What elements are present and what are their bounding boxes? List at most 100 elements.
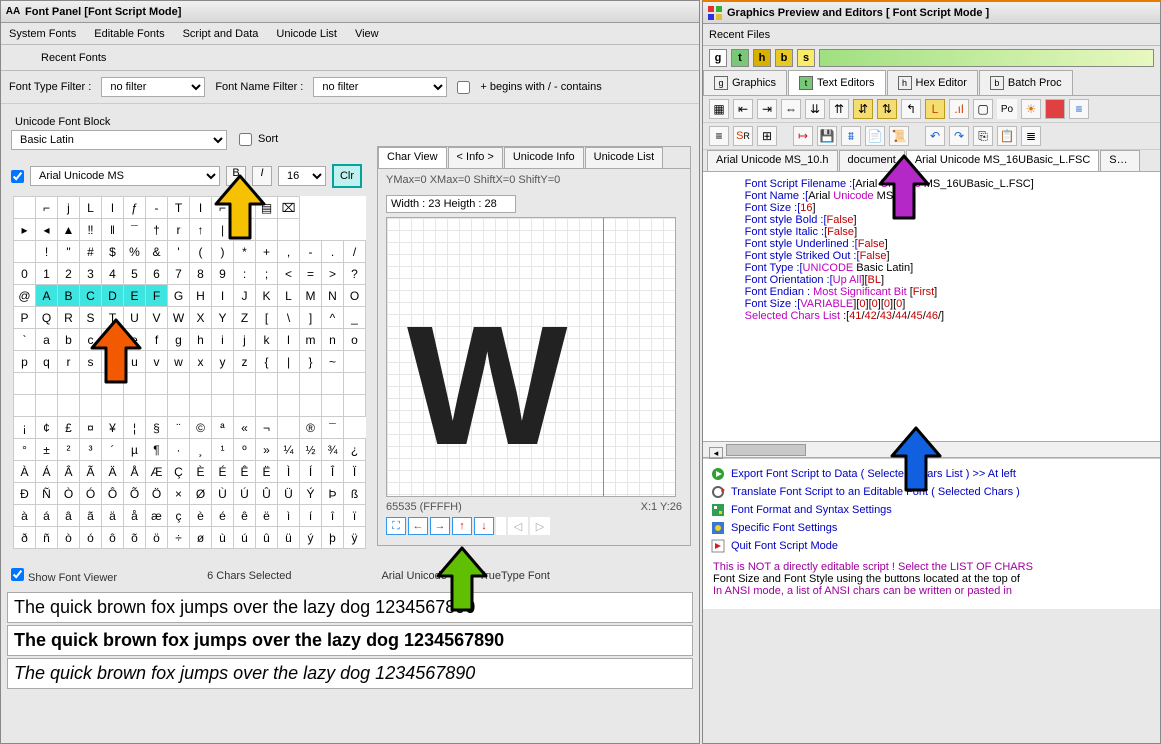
tb-undo-icon[interactable]: ↶ (925, 126, 945, 146)
grid-cell[interactable]: 5 (124, 263, 146, 285)
grid-cell[interactable]: J (234, 285, 256, 307)
recent-fonts-bar[interactable]: Recent Fonts (1, 45, 699, 71)
grid-cell[interactable]: ÿ (344, 527, 366, 549)
grid-cell[interactable]: l (278, 329, 300, 351)
grid-cell[interactable]: ï (344, 505, 366, 527)
grid-cell[interactable] (344, 351, 366, 373)
cb-g[interactable]: g (709, 49, 727, 67)
grid-cell[interactable]: í (300, 505, 322, 527)
cv-tab-info[interactable]: < Info > (448, 147, 503, 168)
grid-cell[interactable]: Õ (124, 483, 146, 505)
grid-cell[interactable]: Ù (212, 483, 234, 505)
grid-cell[interactable]: Ï (344, 461, 366, 483)
cv-tab-charview[interactable]: Char View (378, 147, 447, 168)
grid-cell[interactable]: # (80, 241, 102, 263)
grid-cell[interactable] (58, 373, 80, 395)
grid-cell[interactable]: É (212, 461, 234, 483)
tb-save-icon[interactable]: 💾 (817, 126, 837, 146)
grid-cell[interactable]: $ (102, 241, 124, 263)
grid-cell[interactable]: ⌐ (36, 197, 58, 219)
grid-cell[interactable] (36, 395, 58, 417)
grid-cell[interactable]: · (168, 439, 190, 461)
grid-cell[interactable] (278, 395, 300, 417)
action-quit[interactable]: Quit Font Script Mode (711, 537, 1152, 555)
menu-unicode-list[interactable]: Unicode List (276, 28, 337, 40)
grid-cell[interactable]: ö (146, 527, 168, 549)
tb-redo-icon[interactable]: ↷ (949, 126, 969, 146)
grid-cell[interactable]: ▲ (58, 219, 80, 241)
grid-cell[interactable]: Ô (102, 483, 124, 505)
tab-graphics[interactable]: gGraphics (703, 70, 787, 95)
grid-cell[interactable]: K (256, 285, 278, 307)
menu-script-data[interactable]: Script and Data (183, 28, 259, 40)
grid-cell[interactable]: m (300, 329, 322, 351)
grid-cell[interactable]: Þ (322, 483, 344, 505)
grid-cell[interactable]: ? (344, 263, 366, 285)
grid-cell[interactable] (14, 395, 36, 417)
grid-cell[interactable]: f (146, 329, 168, 351)
cv-tab-unicode-list[interactable]: Unicode List (585, 147, 664, 168)
grid-cell[interactable] (234, 395, 256, 417)
grid-cell[interactable]: ë (256, 505, 278, 527)
cv-nav-prev-icon[interactable]: ◁ (508, 517, 528, 535)
grid-cell[interactable]: ñ (36, 527, 58, 549)
grid-cell[interactable]: M (300, 285, 322, 307)
tb-l2-icon[interactable]: .ıl (949, 99, 969, 119)
doc-tab-0[interactable]: Arial Unicode MS_10.h (707, 150, 838, 171)
grid-cell[interactable]: ƒ (124, 197, 146, 219)
grid-cell[interactable]: ‼ (80, 219, 102, 241)
grid-cell[interactable]: ê (234, 505, 256, 527)
action-specific[interactable]: Specific Font Settings (711, 519, 1152, 537)
grid-cell[interactable]: þ (322, 527, 344, 549)
grid-cell[interactable]: Ð (14, 483, 36, 505)
grid-cell[interactable]: , (278, 241, 300, 263)
grid-cell[interactable]: & (146, 241, 168, 263)
grid-cell[interactable]: W (168, 307, 190, 329)
grid-cell[interactable]: P (14, 307, 36, 329)
grid-cell[interactable]: ü (278, 527, 300, 549)
grid-cell[interactable]: ø (190, 527, 212, 549)
grid-cell[interactable]: L (278, 285, 300, 307)
grid-cell[interactable]: ä (102, 505, 124, 527)
grid-cell[interactable]: - (146, 197, 168, 219)
cb-h[interactable]: h (753, 49, 771, 67)
tb-v-pair1-icon[interactable]: ⇵ (853, 99, 873, 119)
grid-cell[interactable] (14, 241, 36, 263)
doc-tab-3[interactable]: Settings (1100, 150, 1140, 171)
grid-cell[interactable]: ! (36, 241, 58, 263)
grid-cell[interactable] (80, 395, 102, 417)
tb-h-both-icon[interactable]: ⇔ (781, 99, 801, 119)
grid-cell[interactable]: ò (58, 527, 80, 549)
grid-cell[interactable]: X (190, 307, 212, 329)
grid-cell[interactable]: † (146, 219, 168, 241)
tb-blank1-icon[interactable]: ▢ (973, 99, 993, 119)
grid-cell[interactable]: é (212, 505, 234, 527)
grid-cell[interactable] (234, 373, 256, 395)
tb-po-icon[interactable]: Po (997, 99, 1017, 119)
grid-cell[interactable]: Á (36, 461, 58, 483)
tb-doc-icon[interactable]: 📄 (865, 126, 885, 146)
tab-text-editors[interactable]: tText Editors (788, 70, 885, 95)
grid-cell[interactable]: ô (102, 527, 124, 549)
grid-cell[interactable]: º (234, 439, 256, 461)
grid-cell[interactable]: Y (212, 307, 234, 329)
grid-cell[interactable]: Ò (58, 483, 80, 505)
grid-cell[interactable]: ^ (322, 307, 344, 329)
grid-cell[interactable]: â (58, 505, 80, 527)
grid-cell[interactable]: ¥ (102, 417, 124, 439)
grid-cell[interactable]: ­ (278, 417, 300, 439)
grid-cell[interactable]: 4 (102, 263, 124, 285)
grid-cell[interactable] (322, 395, 344, 417)
grid-cell[interactable]: x (190, 351, 212, 373)
grid-cell[interactable] (256, 395, 278, 417)
grid-cell[interactable]: ° (14, 439, 36, 461)
grid-cell[interactable]: Ê (234, 461, 256, 483)
tb-v-pair2-icon[interactable]: ⇅ (877, 99, 897, 119)
grid-cell[interactable]: £ (58, 417, 80, 439)
grid-cell[interactable]: T (168, 197, 190, 219)
grid-cell[interactable]: ª (212, 417, 234, 439)
grid-cell[interactable]: Æ (146, 461, 168, 483)
tb-h-out-icon[interactable]: ⇥ (757, 99, 777, 119)
grid-cell[interactable]: < (278, 263, 300, 285)
grid-cell[interactable]: y (212, 351, 234, 373)
